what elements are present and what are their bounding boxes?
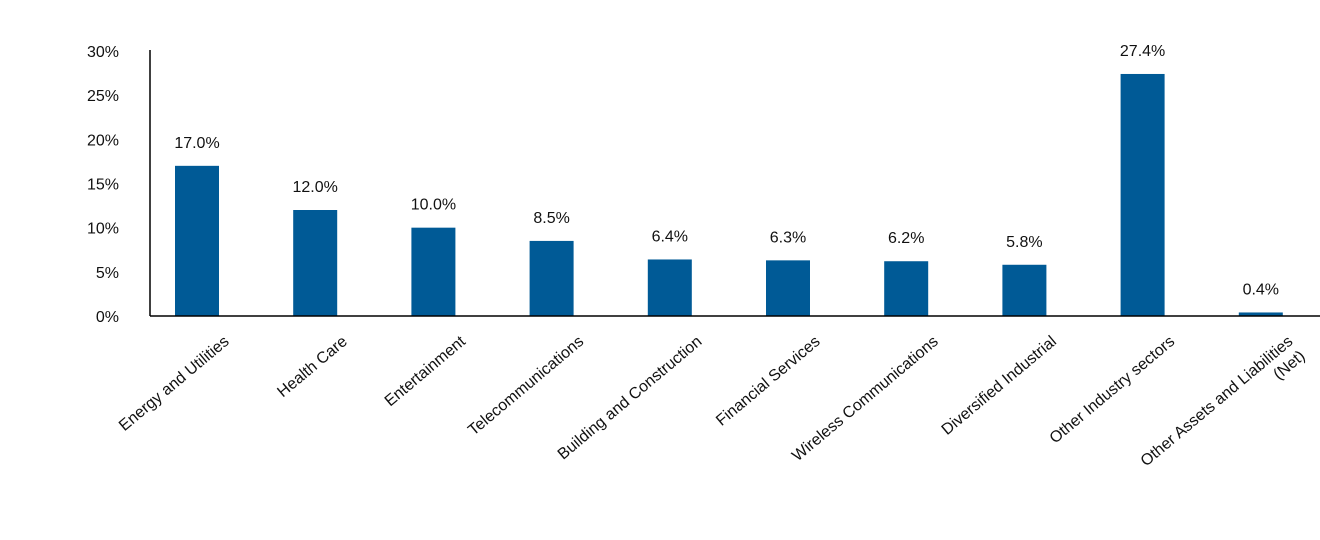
x-tick-label: Entertainment — [382, 333, 470, 410]
x-tick-label-line: Diversified Industrial — [939, 333, 1060, 439]
x-tick-label-line: Financial Services — [713, 333, 823, 429]
data-label: 12.0% — [293, 179, 338, 196]
data-label: 5.8% — [1006, 234, 1042, 251]
x-tick-label: Diversified Industrial — [939, 333, 1060, 439]
x-tick-label: Other Industry sectors — [1047, 333, 1178, 447]
bar — [175, 165, 219, 316]
bar — [1238, 312, 1283, 316]
bar — [293, 210, 338, 316]
data-label: 0.4% — [1243, 281, 1279, 298]
bar — [529, 240, 574, 316]
bar — [766, 260, 810, 316]
bar — [1120, 73, 1165, 316]
bars-layer — [175, 73, 1283, 316]
x-tick-label: Energy and Utilities — [116, 333, 233, 435]
data-label: 6.4% — [652, 228, 688, 245]
data-label: 6.3% — [770, 229, 806, 246]
x-tick-label-line: Telecommunications — [465, 333, 587, 439]
x-tick-label-line: Entertainment — [382, 333, 470, 410]
x-tick-label-line: Health Care — [274, 333, 350, 401]
x-tick-label: Health Care — [274, 333, 350, 401]
y-tick-label: 25% — [87, 88, 119, 105]
data-label: 10.0% — [411, 197, 456, 214]
y-tick-label: 0% — [96, 309, 119, 326]
data-label: 8.5% — [533, 210, 569, 227]
x-tick-label: Financial Services — [713, 333, 823, 429]
x-tick-label: Telecommunications — [465, 333, 587, 439]
bar — [411, 227, 456, 316]
y-tick-label: 15% — [87, 177, 119, 194]
bar — [647, 259, 692, 316]
x-axis: Energy and Utilities Health Care Entertain… — [116, 315, 1320, 470]
bar — [1002, 264, 1047, 316]
y-tick-label: 5% — [96, 265, 119, 282]
x-tick-label-line: Energy and Utilities — [116, 333, 233, 435]
bar — [884, 261, 929, 316]
y-tick-label: 10% — [87, 221, 119, 238]
y-tick-label: 30% — [87, 44, 119, 61]
data-label: 6.2% — [888, 230, 924, 247]
data-label: 27.4% — [1120, 43, 1165, 60]
y-axis: 0% 5% 10% 15% 20% 25% 30% — [87, 44, 151, 326]
data-label: 17.0% — [174, 135, 219, 152]
y-tick-label: 20% — [87, 132, 119, 149]
x-tick-label-line: Other Industry sectors — [1047, 333, 1178, 447]
data-labels-layer: 17.0% 12.0% 10.0% 8.5% 6.4% 6.3% 6.2% 5.8% 27.4%… — [174, 43, 1279, 299]
